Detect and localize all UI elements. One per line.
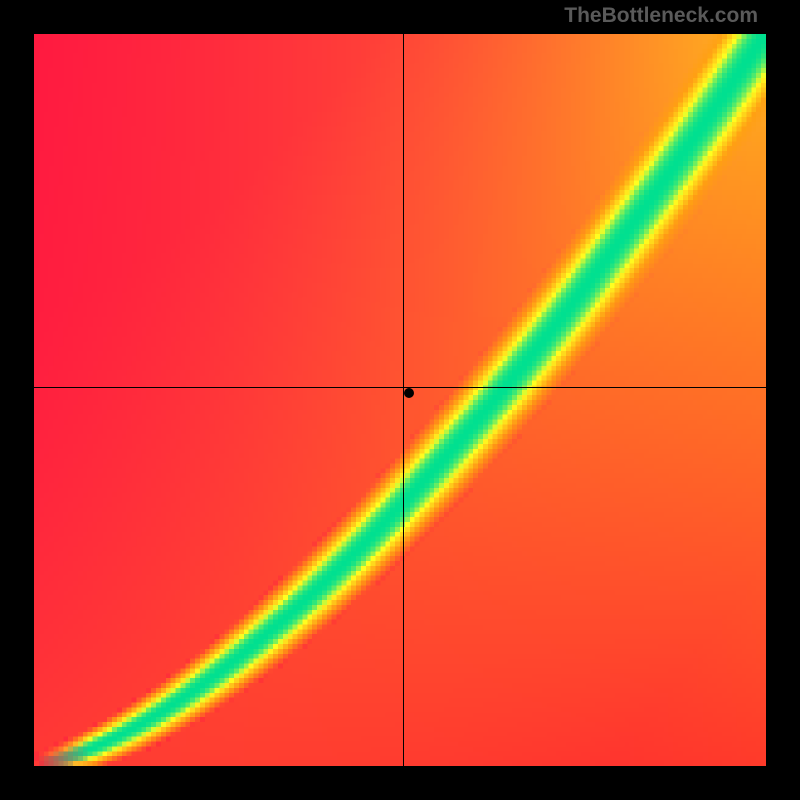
chart-container: { "watermark": "TheBottleneck.com", "lay… [0, 0, 800, 800]
crosshair-horizontal [34, 387, 766, 388]
crosshair-vertical [403, 34, 404, 766]
watermark-text: TheBottleneck.com [564, 4, 758, 28]
bottleneck-heatmap [34, 34, 766, 766]
crosshair-marker [404, 388, 414, 398]
